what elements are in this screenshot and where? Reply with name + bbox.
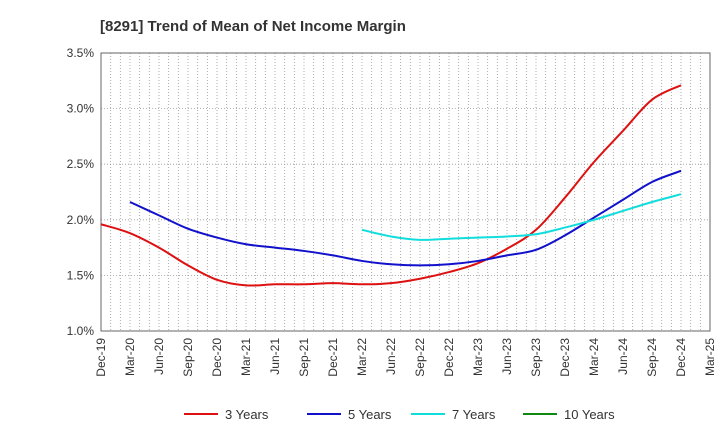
- x-tick-label: Sep-24: [645, 338, 659, 377]
- x-tick-label: Jun-21: [268, 338, 282, 375]
- chart-title: [8291] Trend of Mean of Net Income Margi…: [100, 18, 406, 35]
- legend-label-10-years: 10 Years: [564, 407, 615, 422]
- x-tick-label: Mar-25: [703, 338, 717, 376]
- x-tick-label: Mar-22: [355, 338, 369, 376]
- plot-frame: [100, 52, 711, 332]
- y-axis: 1.0% 1.5% 2.0% 2.5% 3.0% 3.5%: [67, 46, 95, 338]
- x-tick-label: Dec-19: [94, 338, 108, 377]
- x-tick-label: Dec-22: [442, 338, 456, 377]
- y-tick-label: 1.0%: [67, 324, 95, 338]
- x-tick-label: Mar-21: [239, 338, 253, 376]
- x-tick-label: Jun-23: [500, 338, 514, 375]
- x-tick-label: Jun-20: [152, 338, 166, 375]
- x-tick-label: Dec-24: [674, 338, 688, 377]
- legend: 3 Years 5 Years 7 Years 10 Years: [184, 407, 615, 422]
- x-tick-label: Dec-23: [558, 338, 572, 377]
- legend-label-5-years: 5 Years: [348, 407, 392, 422]
- x-tick-label: Jun-24: [616, 338, 630, 375]
- x-tick-label: Mar-23: [471, 338, 485, 376]
- x-tick-label: Mar-24: [587, 338, 601, 376]
- y-tick-label: 2.0%: [67, 213, 95, 227]
- x-tick-label: Jun-22: [384, 338, 398, 375]
- x-tick-label: Sep-22: [413, 338, 427, 377]
- x-axis: Dec-19 Mar-20 Jun-20 Sep-20 Dec-20 Mar-21 Jun-…: [94, 338, 717, 377]
- grid: [101, 53, 710, 331]
- legend-label-7-years: 7 Years: [452, 407, 496, 422]
- series-line-3-years: [100, 84, 682, 287]
- legend-label-3-years: 3 Years: [225, 407, 269, 422]
- x-tick-label: Dec-20: [210, 338, 224, 377]
- y-tick-label: 2.5%: [67, 157, 95, 171]
- x-tick-label: Sep-21: [297, 338, 311, 377]
- series-line-7-years: [361, 193, 682, 241]
- x-tick-label: Sep-23: [529, 338, 543, 377]
- series-lines: [100, 84, 682, 287]
- x-tick-label: Dec-21: [326, 338, 340, 377]
- y-tick-label: 3.0%: [67, 102, 95, 116]
- y-tick-label: 3.5%: [67, 46, 95, 60]
- x-tick-label: Mar-20: [123, 338, 137, 376]
- series-line-5-years: [129, 169, 682, 267]
- y-tick-label: 1.5%: [67, 268, 95, 282]
- x-tick-label: Sep-20: [181, 338, 195, 377]
